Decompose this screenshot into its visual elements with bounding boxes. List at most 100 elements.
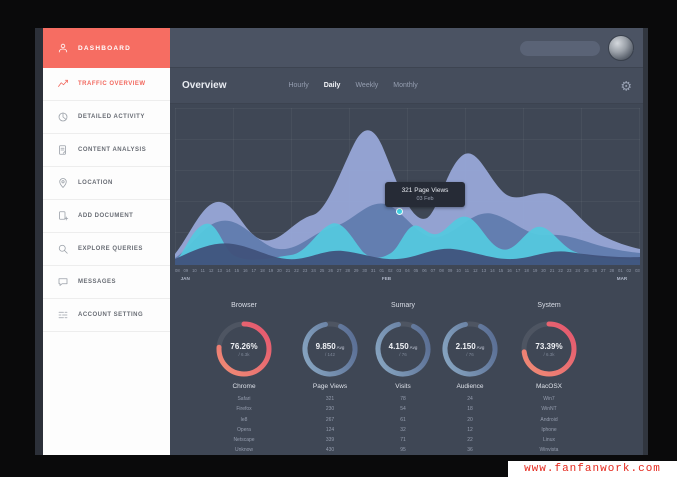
sidebar-item-traffic-overview[interactable]: TRAFFIC OVERVIEW (43, 68, 170, 101)
stat-label: Visits (395, 383, 411, 390)
x-tick: 06 (422, 268, 427, 273)
x-tick: 29 (353, 268, 359, 273)
list-item: 18 (467, 406, 473, 413)
stat-column-visits: 4.150 Avg/ 76 Visits 78 54 61 32 71 95 (358, 290, 448, 453)
x-tick: 18 (260, 268, 265, 273)
list-item: Iphone (541, 426, 557, 433)
pie-chart-icon (57, 111, 69, 123)
x-tick: 26 (592, 268, 598, 273)
donut-audience[interactable]: 2.150 Avg/ 76 (440, 319, 500, 379)
gear-icon[interactable]: ⚙ (620, 78, 632, 93)
list-item: 22 (467, 437, 473, 444)
list-item: 430 (325, 447, 335, 454)
x-tick: 12 (208, 268, 214, 273)
x-tick: 17 (515, 268, 521, 273)
list-item: 12 (467, 426, 473, 433)
donut-chrome[interactable]: 76.26%/ 6.3k (214, 319, 274, 379)
stat-list: 321 230 267 124 339 430 (285, 394, 375, 456)
x-tick: 02 (387, 268, 393, 273)
donut-value: 76.26% (230, 341, 258, 351)
donut-ring (375, 321, 431, 377)
month-label-mar: MAR (616, 276, 628, 281)
donut-sub-value: / 76 (399, 351, 407, 357)
donut-value: 4.150 Avg (388, 341, 418, 351)
x-tick: 21 (285, 268, 291, 273)
stat-column-page-views: 9.850 Avg/ 142 Page Views 321 230 267 124 339 4… (285, 290, 375, 453)
x-tick: 25 (583, 268, 589, 273)
tooltip-date: 03 Feb (416, 196, 434, 202)
x-tick: 28 (345, 268, 350, 273)
topbar (170, 28, 648, 68)
search-bar[interactable] (520, 41, 634, 56)
sidebar-header-dashboard[interactable]: DASHBOARD (43, 28, 170, 68)
x-tick: 10 (192, 268, 197, 273)
x-tick: 22 (294, 268, 299, 273)
donut-macosx[interactable]: 73.39%/ 6.3k (519, 319, 579, 379)
area-chart-waves (175, 130, 640, 265)
sidebar-item-location[interactable]: LOCATION (43, 167, 170, 200)
x-tick: 13 (481, 268, 487, 273)
donut-sub-value: / 76 (466, 351, 474, 357)
sidebar-menu: TRAFFIC OVERVIEW DETAILED ACTIVITY CONTENT… (43, 68, 170, 332)
x-tick: 27 (336, 268, 342, 273)
tab-monthly[interactable]: Monthly (393, 82, 418, 89)
page-title: Overview (182, 80, 227, 91)
stats-panel: Browser Sumary System 76.26%/ 6.3k Chrome Saf… (170, 290, 648, 455)
donut-unit: Avg (335, 344, 345, 350)
x-tick: 19 (268, 268, 274, 273)
stat-label: MacOSX (535, 383, 562, 390)
sidebar-item-messages[interactable]: MESSAGES (43, 266, 170, 299)
stats-group-title-browser: Browser (231, 302, 257, 309)
stat-list: 24 18 20 12 22 36 (425, 394, 515, 456)
tab-daily[interactable]: Daily (323, 82, 341, 89)
sidebar-item-label: TRAFFIC OVERVIEW (78, 81, 146, 87)
list-item: Android (540, 416, 558, 423)
donut-value: 9.850 Avg (315, 341, 345, 351)
list-item: 36 (467, 447, 473, 454)
list-item: Linux (543, 437, 555, 444)
sidebar-item-add-document[interactable]: ADD DOCUMENT (43, 200, 170, 233)
stats-group-title-system: System (537, 302, 561, 309)
sidebar-item-label: EXPLORE QUERIES (78, 246, 143, 252)
sidebar-item-detailed-activity[interactable]: DETAILED ACTIVITY (43, 101, 170, 134)
x-tick: 15 (498, 268, 504, 273)
x-tick: 16 (507, 268, 512, 273)
stat-label: Page Views (312, 383, 348, 390)
sidebar-item-label: ACCOUNT SETTING (78, 312, 144, 318)
message-icon (57, 276, 69, 288)
user-icon (57, 42, 69, 54)
settings-icon (57, 309, 69, 321)
sidebar-item-account-setting[interactable]: ACCOUNT SETTING (43, 299, 170, 332)
list-item: 321 (325, 396, 335, 402)
x-tick: 10 (456, 268, 461, 273)
x-tick: 31 (370, 268, 376, 273)
stat-column-macosx: 73.39%/ 6.3k MacOSX Win7 WinNT Android Iphone… (504, 290, 594, 453)
sidebar-item-content-analysis[interactable]: CONTENT ANALYSIS (43, 134, 170, 167)
chart-tooltip: 321 Page Views 03 Feb (385, 182, 465, 207)
x-tick: 20 (277, 268, 282, 273)
list-item: Firefox (236, 406, 252, 413)
tooltip-value: 321 Page Views (401, 187, 449, 194)
tab-hourly[interactable]: Hourly (288, 82, 309, 89)
list-item: Safari (237, 396, 251, 402)
x-tick: 08 (175, 268, 180, 273)
donut-sub-value: / 6.3k (543, 351, 555, 357)
x-tick: 09 (183, 268, 189, 273)
document-icon (57, 144, 69, 156)
month-label-jan: JAN (180, 276, 190, 281)
list-item: Opera (237, 426, 251, 433)
search-input[interactable] (520, 45, 625, 52)
avatar[interactable] (608, 35, 634, 61)
tab-weekly[interactable]: Weekly (355, 82, 379, 89)
traffic-area-chart[interactable]: 321 Page Views 03 Feb (175, 108, 640, 265)
stat-list: Safari Firefox Ie8 Opera Netscape Unknow (199, 394, 289, 456)
overview-header: Overview Hourly Daily Weekly Monthly ⚙ (170, 68, 648, 104)
x-axis-ticks: 08 09 10 11 12 13 14 15 16 17 18 19 20 21 22 23 24 25 26 27… (175, 268, 640, 273)
donut-page-views[interactable]: 9.850 Avg/ 142 (300, 319, 360, 379)
sidebar-item-explore-queries[interactable]: EXPLORE QUERIES (43, 233, 170, 266)
watermark: www.fanfanwork.com (524, 463, 661, 475)
donut-value: 73.39% (535, 341, 563, 351)
stat-label: Audience (456, 383, 484, 390)
donut-visits[interactable]: 4.150 Avg/ 76 (373, 319, 433, 379)
